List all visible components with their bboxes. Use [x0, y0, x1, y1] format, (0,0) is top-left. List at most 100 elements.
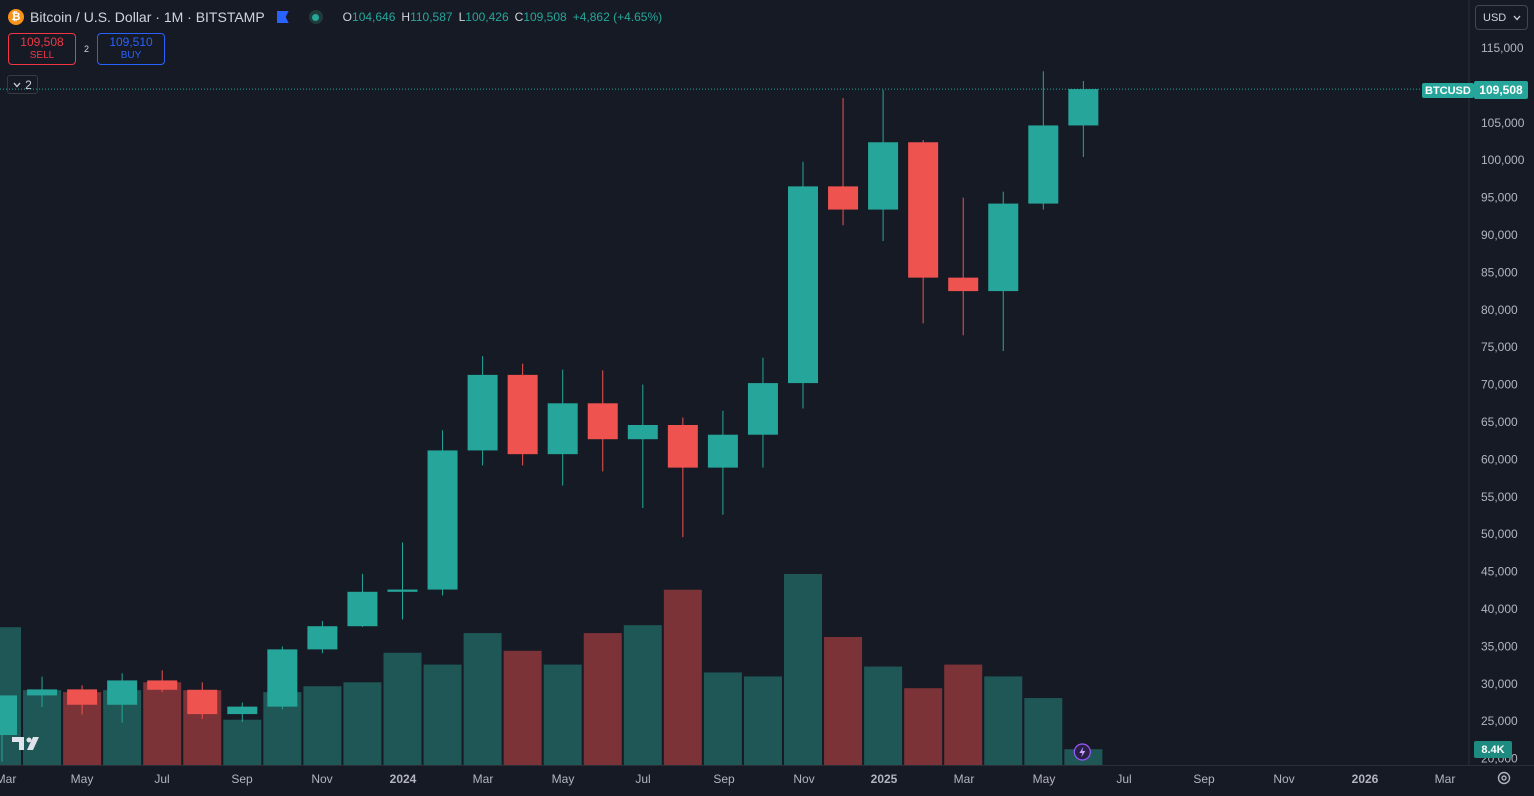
- candle-body[interactable]: [227, 706, 258, 715]
- price-tick-label: 55,000: [1481, 490, 1518, 504]
- high-value: 110,587: [410, 10, 453, 24]
- tradingview-logo[interactable]: [10, 733, 46, 753]
- candle-body[interactable]: [707, 434, 738, 468]
- candle-body[interactable]: [507, 374, 538, 455]
- candle-body[interactable]: [667, 424, 698, 468]
- candle-body[interactable]: [107, 680, 138, 705]
- candle-body[interactable]: [307, 626, 338, 650]
- candle-body[interactable]: [868, 142, 899, 210]
- buy-button[interactable]: 109,510 BUY: [97, 33, 166, 65]
- ohlc-values: O104,646 H110,587 L100,426 C109,508 +4,8…: [342, 10, 663, 24]
- candle-body[interactable]: [467, 374, 498, 451]
- volume-bar: [904, 688, 943, 765]
- volume-bar: [343, 682, 382, 765]
- price-tick-label: 70,000: [1481, 378, 1518, 392]
- price-tick-label: 95,000: [1481, 191, 1518, 205]
- bitcoin-icon: ₿: [8, 9, 24, 25]
- time-tick-label: Mar: [0, 772, 16, 786]
- volume-bar: [824, 637, 863, 765]
- volume-bar: [984, 676, 1023, 765]
- time-tick-label: May: [552, 772, 575, 786]
- sell-button[interactable]: 109,508 SELL: [8, 33, 76, 65]
- time-tick-label: Sep: [713, 772, 735, 786]
- settings-gear-icon[interactable]: [1495, 769, 1513, 787]
- candle-body[interactable]: [387, 589, 418, 592]
- time-tick-label: 2025: [871, 772, 898, 786]
- time-tick-label: Sep: [1193, 772, 1215, 786]
- volume-bar: [143, 682, 182, 765]
- price-tick-label: 25,000: [1481, 714, 1518, 728]
- market-status-icon[interactable]: [308, 10, 323, 24]
- price-tick-label: 115,000: [1481, 41, 1524, 55]
- volume-bar: [303, 686, 342, 765]
- time-axis: Mar May Jul Sep Nov 2024 Mar May Jul Sep Nov 2025 Ma…: [0, 765, 1534, 786]
- candle-body[interactable]: [67, 689, 98, 705]
- candle-body[interactable]: [1028, 125, 1059, 204]
- symbol-title[interactable]: Bitcoin / U.S. Dollar · 1M · BITSTAMP: [30, 9, 265, 25]
- candle-body[interactable]: [828, 186, 859, 210]
- close-value: 109,508: [523, 10, 567, 24]
- time-tick-label: May: [1033, 772, 1056, 786]
- price-tick-label: 45,000: [1481, 565, 1518, 579]
- volume-bar: [703, 672, 742, 765]
- volume-bar: [583, 633, 622, 765]
- candle-body[interactable]: [1068, 89, 1099, 126]
- volume-bar: [623, 625, 662, 765]
- candle-body[interactable]: [27, 689, 58, 696]
- price-tick-label: 60,000: [1481, 452, 1518, 466]
- price-tick-label: 40,000: [1481, 602, 1518, 616]
- time-tick-label: Mar: [954, 772, 975, 786]
- volume-bar: [543, 664, 582, 765]
- volume-bar: [423, 664, 462, 765]
- price-tick-label: 90,000: [1481, 228, 1518, 242]
- chevron-down-icon: [13, 82, 21, 87]
- candle-body[interactable]: [267, 649, 298, 707]
- spread-value: 2: [84, 44, 90, 54]
- price-tick-label: 105,000: [1481, 116, 1525, 130]
- price-tick-label: 85,000: [1481, 265, 1518, 279]
- open-value: 104,646: [352, 10, 396, 24]
- time-tick-label: Sep: [231, 772, 253, 786]
- price-tick-label: 30,000: [1481, 677, 1518, 691]
- price-tick-label: 80,000: [1481, 303, 1518, 317]
- candle-body[interactable]: [187, 689, 218, 715]
- price-axis: 20,00025,00030,00035,00040,00045,00050,0…: [1468, 0, 1525, 766]
- change-value: +4,862 (+4.65%): [572, 10, 663, 24]
- volume-bar: [743, 676, 782, 765]
- candle-body[interactable]: [347, 591, 378, 627]
- candle-body[interactable]: [908, 142, 939, 278]
- volume-value-label: 8.4K: [1474, 741, 1512, 758]
- flag-icon[interactable]: [276, 11, 289, 23]
- candle-body[interactable]: [627, 424, 658, 440]
- volume-bar: [663, 589, 702, 765]
- candle-body[interactable]: [587, 403, 618, 440]
- time-tick-label: May: [71, 772, 94, 786]
- symbol-legend[interactable]: ₿ Bitcoin / U.S. Dollar · 1M · BITSTAMP …: [8, 6, 662, 28]
- time-tick-label: 2026: [1352, 772, 1379, 786]
- candle-body[interactable]: [547, 403, 578, 455]
- time-tick-label: Nov: [1273, 772, 1294, 786]
- price-tick-label: 100,000: [1481, 153, 1525, 167]
- candle-body[interactable]: [747, 383, 778, 435]
- currency-selector[interactable]: USD: [1475, 5, 1528, 30]
- ticker-label: BTCUSD: [1422, 83, 1474, 98]
- candle-body[interactable]: [0, 695, 17, 736]
- price-tick-label: 35,000: [1481, 639, 1518, 653]
- candlesticks: [0, 71, 1468, 762]
- candle-body[interactable]: [788, 186, 818, 384]
- candle-body[interactable]: [948, 277, 979, 292]
- candle-body[interactable]: [988, 203, 1019, 292]
- volume-bar: [223, 719, 262, 765]
- indicators-collapse-button[interactable]: 2: [7, 75, 38, 94]
- volume-bar: [784, 574, 822, 765]
- volume-bar: [463, 633, 502, 765]
- time-tick-label: Mar: [1435, 772, 1456, 786]
- volume-bar: [503, 650, 542, 765]
- candle-body[interactable]: [147, 680, 178, 690]
- candle-body[interactable]: [427, 450, 458, 590]
- time-tick-label: Nov: [793, 772, 814, 786]
- volume-bar: [1024, 698, 1063, 765]
- time-tick-label: Nov: [311, 772, 332, 786]
- chevron-down-icon: [1513, 15, 1521, 20]
